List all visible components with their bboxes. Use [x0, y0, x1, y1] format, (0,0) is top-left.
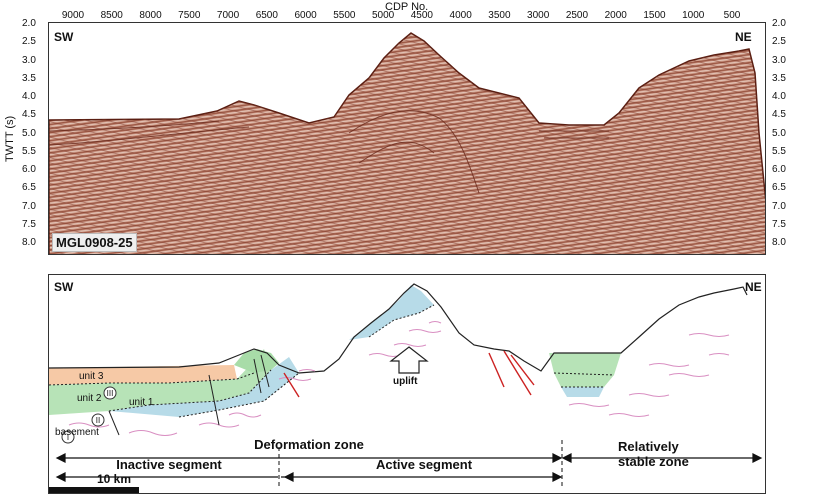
seismic-sw-label: SW — [54, 30, 74, 44]
y-tick-label: 3.5 — [22, 72, 36, 84]
inactive-segment-label: Inactive segment — [116, 457, 222, 472]
roman-II: II — [95, 416, 101, 425]
y-tick-label: 4.0 — [772, 91, 786, 102]
y-tick-label: 2.0 — [22, 18, 36, 29]
cdp-axis-title: CDP No. — [385, 1, 429, 13]
y-tick-label: 7.5 — [772, 218, 786, 230]
stable-zone-label: Relatively stable zone — [618, 439, 689, 469]
cdp-tick-label: 7000 — [216, 10, 240, 21]
y-tick-label: 3.0 — [772, 54, 786, 66]
interp-seafloor-line — [49, 283, 748, 374]
cdp-tick-label: 9000 — [61, 10, 85, 21]
interp-ne-label: NE — [745, 280, 762, 294]
cdp-tick-label: 4500 — [410, 10, 433, 21]
roman-I: I — [66, 433, 70, 442]
y-tick-label: 5.0 — [22, 127, 36, 139]
y-tick-label: 2.0 — [772, 18, 786, 29]
y-tick-label: 5.5 — [772, 145, 786, 157]
unit3-fill — [49, 365, 237, 385]
y-tick-label: 4.5 — [22, 109, 36, 121]
y-tick-label: 6.5 — [22, 182, 36, 194]
basin-fill — [549, 353, 621, 387]
y-tick-label: 2.5 — [772, 36, 786, 48]
y-tick-label: 4.5 — [772, 109, 786, 121]
seismic-ne-label: NE — [735, 30, 752, 44]
interpretation-panel: SW NE unit 3 unit 2 unit 1 basement III … — [48, 274, 766, 494]
unit2-label: unit 2 — [77, 393, 102, 404]
cdp-tick-label: 8500 — [100, 10, 123, 21]
unit1-fill — [109, 357, 299, 417]
interpretation-drawing — [49, 283, 763, 493]
cdp-tick-label: 8000 — [139, 10, 162, 21]
y-tick-label: 5.5 — [22, 145, 36, 157]
cdp-tick-label: 6500 — [255, 10, 278, 21]
cdp-tick-label: 3500 — [488, 10, 511, 21]
scale-bar-label: 10 km — [97, 472, 132, 486]
cdp-tick-label: 500 — [723, 10, 741, 21]
y-axis-label: TWTT (s) — [4, 115, 16, 162]
y-tick-label: 3.0 — [22, 54, 36, 66]
uplift-label: uplift — [393, 376, 418, 387]
unit2-fill — [49, 349, 271, 415]
uplift-arrow-icon — [389, 346, 429, 374]
cdp-tick-label: 5000 — [371, 10, 395, 21]
roman-III: III — [106, 389, 114, 398]
cdp-tick-label: 3000 — [527, 10, 550, 21]
cdp-tick-label: 2000 — [604, 10, 627, 21]
scale-bar — [49, 487, 139, 493]
cdp-tick-label: 4000 — [449, 10, 472, 21]
y-tick-label: 2.5 — [22, 36, 36, 48]
y-tick-label: 6.5 — [772, 182, 786, 194]
cdp-tick-label: 6000 — [294, 10, 317, 21]
cdp-tick-label: 1000 — [682, 10, 705, 21]
y-tick-label: 4.0 — [22, 91, 36, 102]
cdp-tick-label: 1500 — [643, 10, 666, 21]
seismic-line-name: MGL0908-25 — [52, 233, 137, 252]
cdp-tick-label: 2500 — [565, 10, 589, 21]
y-tick-label: 6.0 — [772, 164, 786, 175]
cdp-tick-label: 5500 — [333, 10, 356, 21]
basement-label: basement — [55, 427, 99, 438]
y-tick-label: 7.0 — [772, 200, 786, 212]
y-tick-label: 8.0 — [22, 237, 36, 248]
interp-sw-label: SW — [54, 280, 74, 294]
deformation-zone-label: Deformation zone — [254, 437, 364, 452]
y-tick-label: 7.0 — [22, 200, 36, 212]
cdp-tick-label: 7500 — [178, 10, 201, 21]
active-segment-label: Active segment — [375, 457, 473, 472]
seismic-section-image — [49, 32, 765, 254]
y-tick-label: 6.0 — [22, 164, 36, 175]
unit1-label: unit 1 — [129, 397, 154, 408]
y-tick-label: 5.0 — [772, 127, 786, 139]
y-tick-label: 7.5 — [22, 218, 36, 230]
unit3-label: unit 3 — [79, 371, 104, 382]
y-tick-label: 3.5 — [772, 72, 786, 84]
seismic-section-panel: SW NE MGL0908-25 — [48, 22, 766, 255]
y-tick-label: 8.0 — [772, 237, 786, 248]
